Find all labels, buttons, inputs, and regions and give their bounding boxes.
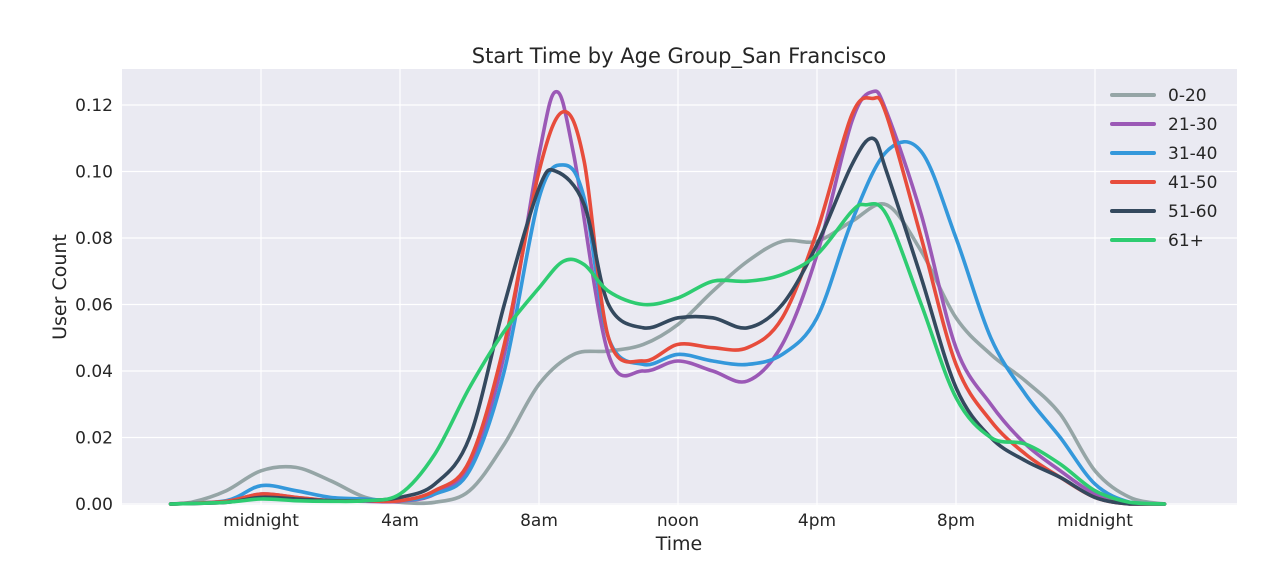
x-tick-label: 8pm bbox=[937, 511, 975, 531]
chart-title: Start Time by Age Group_San Francisco bbox=[472, 44, 886, 69]
y-gridlines bbox=[122, 104, 1237, 505]
y-tick-label: 0.02 bbox=[75, 429, 113, 449]
y-axis-label: User Count bbox=[49, 234, 71, 340]
legend: 0-20 21-30 31-40 41-50 51-60 61+ bbox=[1110, 86, 1217, 251]
legend-label: 61+ bbox=[1168, 231, 1204, 251]
y-tick-labels: 0.00 0.02 0.04 0.06 0.08 0.10 0.12 bbox=[75, 96, 113, 515]
x-axis-label: Time bbox=[655, 533, 703, 555]
series-line-0-20 bbox=[168, 202, 1167, 506]
legend-label: 0-20 bbox=[1168, 86, 1207, 106]
y-tick-label: 0.06 bbox=[75, 296, 113, 316]
legend-label: 21-30 bbox=[1168, 115, 1217, 135]
legend-label: 41-50 bbox=[1168, 173, 1217, 193]
y-tick-label: 0.10 bbox=[75, 163, 113, 183]
y-tick-label: 0.00 bbox=[75, 495, 113, 515]
legend-label: 51-60 bbox=[1168, 202, 1217, 222]
plot-background bbox=[122, 69, 1237, 505]
series-lines bbox=[168, 89, 1167, 506]
y-tick-label: 0.04 bbox=[75, 362, 113, 382]
x-tick-label: midnight bbox=[1057, 511, 1133, 531]
x-tick-labels: midnight 4am 8am noon 4pm 8pm midnight bbox=[223, 511, 1133, 531]
y-tick-label: 0.08 bbox=[75, 229, 113, 249]
x-tick-label: 4pm bbox=[798, 511, 836, 531]
x-tick-label: midnight bbox=[223, 511, 299, 531]
x-tick-label: 8am bbox=[520, 511, 558, 531]
legend-label: 31-40 bbox=[1168, 144, 1217, 164]
x-tick-label: 4am bbox=[381, 511, 419, 531]
x-tick-label: noon bbox=[657, 511, 699, 531]
y-tick-label: 0.12 bbox=[75, 96, 113, 116]
series-line-61+ bbox=[168, 201, 1167, 506]
